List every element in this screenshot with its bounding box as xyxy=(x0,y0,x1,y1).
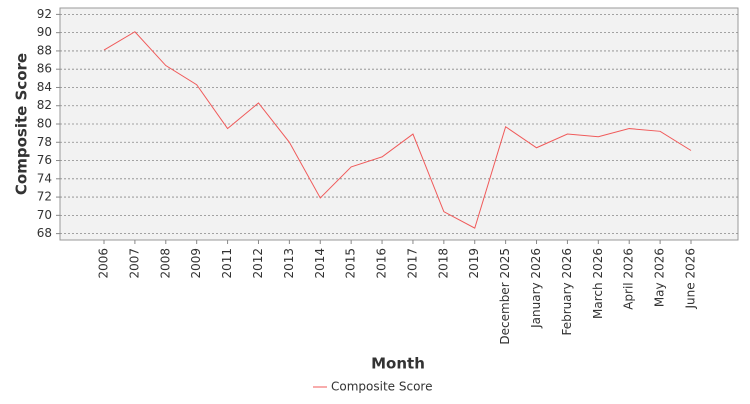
x-tick-label: 2006 xyxy=(97,248,111,279)
x-tick-label: February 2026 xyxy=(560,248,574,336)
y-tick-label: 84 xyxy=(37,80,52,94)
x-tick-label: 2016 xyxy=(375,248,389,279)
y-axis-title: Composite Score xyxy=(13,53,31,195)
x-tick-label: 2014 xyxy=(313,248,327,279)
x-tick-label: 2017 xyxy=(405,248,419,279)
y-tick-label: 80 xyxy=(37,117,52,131)
x-tick-label: April 2026 xyxy=(622,248,636,310)
y-tick-label: 78 xyxy=(37,135,52,149)
x-tick-label: March 2026 xyxy=(591,248,605,319)
x-tick-label: May 2026 xyxy=(653,248,667,307)
x-tick-label: 2007 xyxy=(127,248,141,279)
y-tick-label: 74 xyxy=(37,171,52,185)
x-tick-label: 2009 xyxy=(189,248,203,279)
x-tick-label: 2019 xyxy=(467,248,481,279)
legend-label: Composite Score xyxy=(331,380,432,394)
x-tick-label: December 2025 xyxy=(498,248,512,345)
x-tick-label: June 2026 xyxy=(684,248,698,310)
y-tick-label: 82 xyxy=(37,98,52,112)
x-tick-label: 2011 xyxy=(220,248,234,279)
y-tick-label: 86 xyxy=(37,62,52,76)
y-tick-label: 70 xyxy=(37,208,52,222)
x-tick-label: 2015 xyxy=(344,248,358,279)
x-tick-label: 2013 xyxy=(282,248,296,279)
x-axis-title: Month xyxy=(371,355,425,373)
y-tick-label: 92 xyxy=(37,7,52,21)
x-tick-label: 2018 xyxy=(436,248,450,279)
data-line xyxy=(103,31,692,229)
y-tick-label: 90 xyxy=(37,25,52,39)
y-tick-label: 76 xyxy=(37,153,52,167)
y-tick-label: 68 xyxy=(37,226,52,240)
x-tick-label: 2012 xyxy=(251,248,265,279)
x-tick-label: January 2026 xyxy=(529,248,543,329)
y-tick-label: 72 xyxy=(37,190,52,204)
x-tick-label: 2008 xyxy=(158,248,172,279)
y-tick-label: 88 xyxy=(37,43,52,57)
